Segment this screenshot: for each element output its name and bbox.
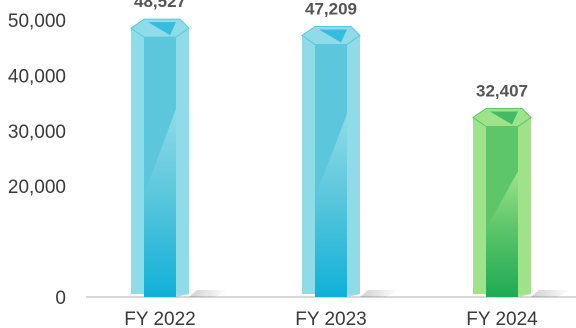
bar-shadow bbox=[189, 290, 229, 297]
bar-sheen bbox=[144, 108, 176, 298]
bar-shadow bbox=[360, 290, 400, 297]
bar-side-face bbox=[347, 35, 360, 298]
x-tick-label: FY 2024 bbox=[466, 309, 538, 328]
x-axis: FY 2022 FY 2023 FY 2024 bbox=[124, 309, 538, 328]
bar-fy-2022: 48,527 bbox=[130, 0, 229, 298]
bar-cap-shine bbox=[319, 29, 347, 43]
x-tick-label: FY 2022 bbox=[124, 309, 195, 328]
x-tick-label: FY 2023 bbox=[295, 309, 366, 328]
y-tick-label: 40,000 bbox=[8, 66, 66, 87]
y-tick-label: 0 bbox=[55, 288, 66, 309]
value-label: 48,527 bbox=[134, 0, 186, 11]
y-tick-label: 30,000 bbox=[8, 122, 66, 143]
value-label: 32,407 bbox=[476, 81, 528, 100]
bar-shadow bbox=[531, 290, 571, 297]
bars-group: 48,527 47,209 32,407 bbox=[130, 0, 571, 298]
bar-cap-shine bbox=[148, 22, 176, 36]
y-axis: 0 20,000 30,000 40,000 50,000 bbox=[8, 11, 66, 309]
bar-sheen bbox=[486, 171, 518, 297]
bar-side-face bbox=[518, 117, 531, 298]
bar-cap-shine bbox=[490, 111, 518, 125]
value-label: 47,209 bbox=[305, 0, 357, 18]
bar-sheen bbox=[315, 113, 347, 298]
bar-fy-2023: 47,209 bbox=[301, 0, 400, 298]
y-tick-label: 50,000 bbox=[8, 11, 66, 32]
bar-fy-2024: 32,407 bbox=[472, 81, 571, 298]
bar-side-face bbox=[176, 28, 189, 297]
y-tick-label: 20,000 bbox=[8, 177, 66, 198]
